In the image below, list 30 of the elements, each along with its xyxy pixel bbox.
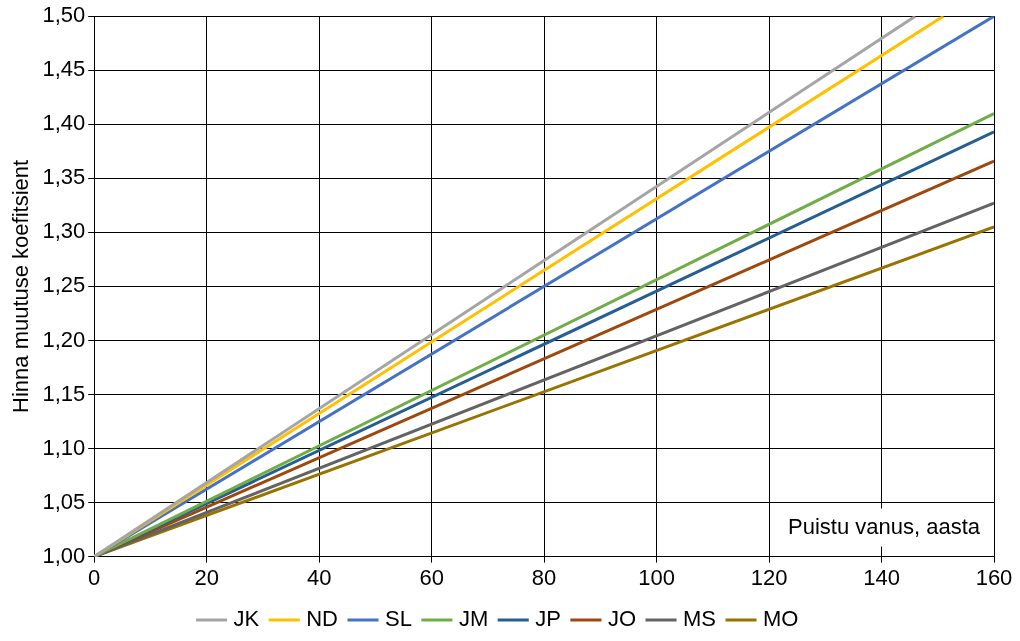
legend-label: MS bbox=[683, 606, 717, 632]
y-tick-label: 1,10 bbox=[42, 434, 86, 460]
legend-label: JM bbox=[458, 606, 489, 632]
x-tick-label: 160 bbox=[975, 564, 1013, 590]
legend-label: JP bbox=[535, 606, 561, 632]
x-tick-label: 140 bbox=[863, 564, 900, 590]
y-tick-label: 1,40 bbox=[42, 110, 86, 136]
legend-label: MO bbox=[763, 606, 799, 632]
legend-label: JK bbox=[233, 606, 260, 632]
y-tick-label: 1,15 bbox=[42, 380, 86, 406]
x-axis-title: Puistu vanus, aasta bbox=[787, 513, 981, 539]
y-tick-label: 1,45 bbox=[42, 56, 86, 82]
x-tick-label: 40 bbox=[306, 564, 332, 590]
y-axis-title: Hinna muutuse koefitsient bbox=[8, 159, 34, 413]
x-tick-label: 20 bbox=[194, 564, 219, 590]
y-tick-label: 1,00 bbox=[42, 542, 86, 568]
x-tick-label: 80 bbox=[531, 564, 557, 590]
x-tick-label: 100 bbox=[638, 564, 675, 590]
legend-label: JO bbox=[607, 606, 637, 632]
x-tick-label: 60 bbox=[419, 564, 444, 590]
y-tick-label: 1,05 bbox=[42, 488, 86, 514]
y-tick-label: 1,25 bbox=[42, 272, 86, 298]
y-tick-label: 1,20 bbox=[42, 326, 86, 352]
legend-label: ND bbox=[306, 606, 338, 632]
y-tick-label: 1,50 bbox=[42, 2, 86, 28]
x-tick-label: 0 bbox=[88, 564, 101, 590]
x-tick-label: 120 bbox=[750, 564, 788, 590]
y-tick-label: 1,35 bbox=[42, 164, 86, 190]
legend-label: SL bbox=[384, 606, 412, 632]
y-tick-label: 1,30 bbox=[42, 218, 86, 244]
